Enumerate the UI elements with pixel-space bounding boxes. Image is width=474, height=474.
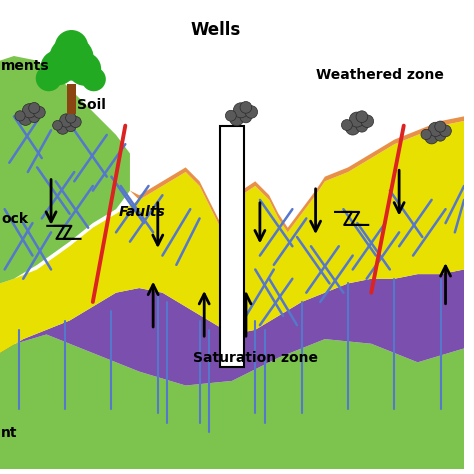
Circle shape: [40, 50, 76, 85]
Circle shape: [33, 107, 45, 118]
Circle shape: [240, 111, 252, 123]
Circle shape: [229, 111, 244, 126]
Polygon shape: [0, 270, 464, 385]
Circle shape: [356, 120, 368, 132]
Circle shape: [341, 119, 352, 130]
Circle shape: [19, 112, 32, 125]
Circle shape: [65, 121, 76, 132]
Text: Weathered zone: Weathered zone: [316, 68, 444, 82]
Polygon shape: [0, 335, 464, 469]
Text: Soil: Soil: [77, 99, 105, 112]
Text: ock: ock: [1, 212, 28, 226]
Circle shape: [70, 117, 81, 128]
Circle shape: [15, 111, 25, 121]
Circle shape: [421, 129, 431, 139]
Circle shape: [65, 113, 76, 123]
Polygon shape: [0, 56, 130, 283]
Text: nt: nt: [1, 426, 18, 439]
Circle shape: [245, 106, 257, 118]
Circle shape: [60, 114, 73, 127]
Circle shape: [356, 111, 368, 122]
Text: Wells: Wells: [191, 21, 241, 39]
Circle shape: [428, 122, 443, 137]
Circle shape: [240, 101, 252, 113]
Circle shape: [56, 122, 69, 134]
Circle shape: [68, 52, 101, 86]
Circle shape: [439, 125, 451, 137]
Circle shape: [435, 121, 446, 132]
Circle shape: [361, 115, 374, 128]
Circle shape: [22, 104, 36, 118]
Bar: [67, 84, 76, 114]
Circle shape: [346, 121, 360, 135]
Circle shape: [226, 110, 236, 121]
Circle shape: [349, 112, 365, 127]
Text: ments: ments: [1, 59, 50, 73]
Bar: [220, 126, 244, 367]
Circle shape: [36, 65, 62, 91]
Circle shape: [49, 36, 94, 81]
Circle shape: [425, 130, 438, 144]
Circle shape: [53, 120, 62, 130]
Polygon shape: [0, 121, 464, 353]
Polygon shape: [130, 116, 464, 232]
Text: Saturation zone: Saturation zone: [193, 351, 318, 365]
Circle shape: [55, 30, 88, 64]
Circle shape: [29, 102, 40, 114]
Circle shape: [233, 103, 248, 118]
Text: Faults: Faults: [118, 205, 165, 219]
Circle shape: [29, 111, 40, 123]
Circle shape: [435, 130, 446, 141]
Circle shape: [82, 67, 106, 91]
